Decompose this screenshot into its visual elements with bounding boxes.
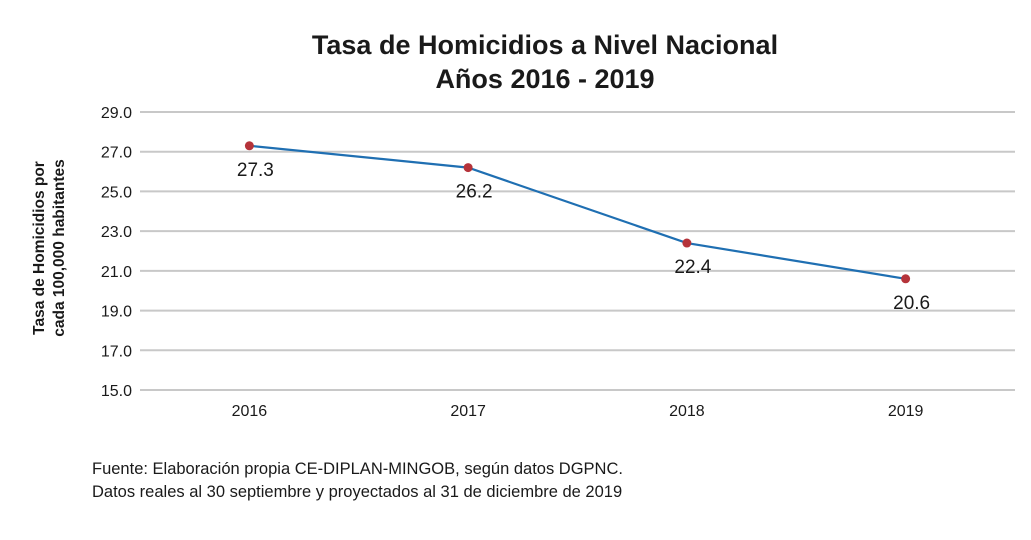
data-point bbox=[463, 163, 473, 173]
data-label: 20.6 bbox=[893, 293, 930, 314]
x-tick-label: 2016 bbox=[232, 403, 268, 420]
y-tick-label: 29.0 bbox=[101, 105, 132, 122]
chart-title-line1: Tasa de Homicidios a Nivel Nacional bbox=[311, 30, 779, 60]
footnote: Fuente: Elaboración propia CE-DIPLAN-MIN… bbox=[92, 458, 623, 504]
chart-subtitle: Años 2016 - 2019 bbox=[435, 64, 655, 94]
x-tick-label: 2019 bbox=[888, 403, 924, 420]
y-tick-label: 23.0 bbox=[101, 224, 132, 241]
data-label: 27.3 bbox=[237, 160, 274, 181]
footnote-note: Datos reales al 30 septiembre y proyecta… bbox=[92, 483, 623, 501]
y-tick-label: 19.0 bbox=[101, 304, 132, 321]
y-tick-label: 15.0 bbox=[101, 383, 132, 400]
data-label: 22.4 bbox=[674, 257, 711, 278]
y-tick-label: 21.0 bbox=[101, 264, 132, 281]
y-tick-label: 17.0 bbox=[101, 343, 132, 360]
data-point bbox=[901, 274, 911, 284]
chart-title: Tasa de Homicidios a Nivel Nacional Años… bbox=[0, 28, 1031, 96]
x-tick-label: 2018 bbox=[669, 403, 705, 420]
y-tick-label: 27.0 bbox=[101, 145, 132, 162]
data-point bbox=[244, 141, 254, 151]
series-line bbox=[249, 144, 906, 280]
data-label: 26.2 bbox=[456, 182, 493, 203]
x-tick-label: 2017 bbox=[450, 403, 486, 420]
data-point bbox=[682, 238, 692, 248]
footnote-source: Fuente: Elaboración propia CE-DIPLAN-MIN… bbox=[92, 460, 623, 478]
line-chart: 15.0 17.0 19.0 21.0 23.0 25.0 27.0 29.0 2016 2017… bbox=[101, 105, 1015, 420]
y-tick-label: 25.0 bbox=[101, 184, 132, 201]
